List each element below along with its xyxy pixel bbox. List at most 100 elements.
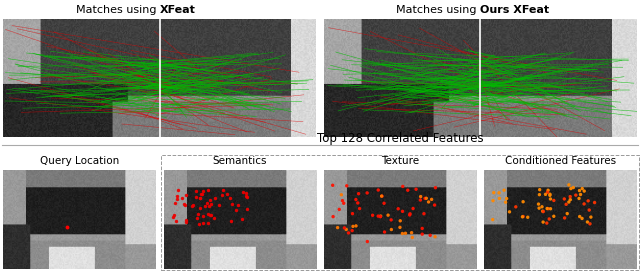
Point — [214, 202, 225, 207]
Point — [206, 213, 216, 217]
Point — [353, 192, 364, 196]
Point — [362, 239, 372, 244]
Point — [517, 215, 527, 219]
Point — [540, 192, 550, 196]
Text: Semantics: Semantics — [212, 156, 267, 166]
Point — [187, 204, 197, 208]
Point — [197, 192, 207, 196]
Point — [376, 214, 386, 218]
Text: Matches using: Matches using — [396, 5, 480, 15]
Point — [367, 213, 378, 218]
Point — [375, 215, 385, 219]
Point — [194, 221, 204, 226]
Point — [241, 194, 252, 198]
Text: Matches using: Matches using — [76, 5, 160, 15]
Point — [172, 197, 182, 202]
Point — [227, 201, 237, 206]
Point — [173, 188, 184, 192]
Point — [177, 196, 187, 201]
Point — [406, 230, 417, 235]
Point — [545, 192, 555, 196]
Point — [579, 189, 589, 193]
Point — [393, 207, 403, 211]
Point — [395, 225, 405, 230]
Text: XFeat: XFeat — [160, 5, 196, 15]
Point — [205, 213, 215, 218]
Point — [62, 225, 72, 229]
Point — [353, 201, 363, 205]
Point — [585, 222, 595, 226]
Point — [191, 216, 202, 220]
Point — [586, 215, 596, 219]
Point — [518, 199, 528, 204]
Point — [571, 193, 581, 197]
Point — [523, 215, 533, 219]
Point — [238, 190, 248, 194]
Point — [577, 216, 587, 221]
Point — [405, 212, 415, 216]
Point — [193, 211, 204, 216]
Point — [583, 199, 593, 203]
Point — [542, 206, 552, 211]
Point — [204, 204, 214, 208]
Point — [541, 221, 552, 225]
Point — [383, 213, 393, 217]
Point — [203, 221, 213, 226]
Point — [169, 212, 179, 217]
Point — [348, 224, 358, 229]
Point — [533, 202, 543, 206]
Point — [218, 188, 228, 192]
Point — [518, 214, 528, 219]
Point — [387, 227, 397, 232]
Point — [574, 189, 584, 193]
Point — [419, 212, 429, 216]
Point — [373, 214, 383, 218]
Point — [538, 209, 548, 214]
Point — [574, 196, 584, 201]
Point — [408, 206, 418, 211]
Point — [225, 196, 236, 201]
Point — [225, 219, 236, 224]
Point — [397, 231, 408, 236]
Point — [582, 220, 593, 224]
Point — [559, 197, 570, 201]
Point — [351, 224, 361, 228]
Point — [421, 196, 431, 201]
Point — [494, 191, 504, 195]
Point — [417, 226, 428, 231]
Point — [200, 204, 211, 208]
Point — [395, 219, 405, 223]
Point — [511, 205, 521, 209]
Point — [534, 192, 545, 197]
Point — [351, 197, 361, 202]
Point — [344, 231, 354, 235]
Point — [579, 202, 589, 206]
Point — [568, 185, 579, 190]
Point — [196, 192, 206, 196]
Point — [430, 185, 440, 190]
Point — [191, 194, 202, 199]
Point — [231, 208, 241, 212]
Point — [403, 188, 413, 192]
Point — [504, 210, 515, 214]
Point — [337, 198, 348, 203]
Point — [172, 193, 182, 198]
Point — [195, 206, 205, 211]
Point — [205, 198, 215, 203]
Point — [181, 192, 191, 197]
Point — [415, 194, 426, 199]
Point — [424, 200, 434, 204]
Point — [379, 201, 389, 206]
Point — [543, 207, 554, 211]
Point — [429, 203, 440, 207]
Point — [339, 226, 349, 230]
Point — [577, 186, 588, 191]
Point — [362, 191, 372, 195]
Point — [537, 205, 547, 209]
Point — [420, 196, 430, 201]
Point — [544, 217, 554, 221]
Point — [334, 207, 344, 212]
Point — [534, 187, 545, 192]
Text: Conditioned Features: Conditioned Features — [505, 156, 616, 166]
Point — [430, 235, 440, 239]
